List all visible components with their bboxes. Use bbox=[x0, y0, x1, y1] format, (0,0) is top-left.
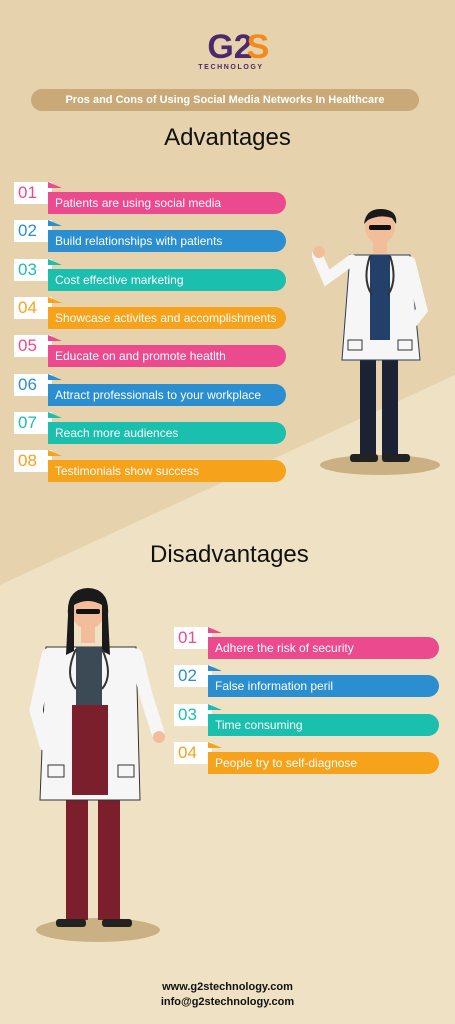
advantages-item-number: 06 bbox=[14, 373, 52, 396]
advantages-item-number: 07 bbox=[14, 411, 52, 434]
g2s-logo: G2 S bbox=[207, 28, 270, 66]
advantages-item-label: Educate on and promote heatlth bbox=[48, 345, 286, 368]
advantages-item-label: Reach more audiences bbox=[48, 421, 286, 444]
advantages-item-flag bbox=[48, 220, 62, 227]
advantages-item-flag bbox=[48, 182, 62, 188]
logo-tagline: TECHNOLOGY bbox=[198, 64, 264, 71]
disadvantages-item-02: 02 False information peril bbox=[174, 665, 439, 698]
advantages-item-number: 03 bbox=[14, 258, 52, 281]
disadvantages-item-number: 03 bbox=[174, 703, 212, 726]
advantages-item-01: 01 Patients are using social media bbox=[14, 182, 286, 214]
advantages-item-03: 03 Cost effective marketing bbox=[14, 258, 286, 291]
disadvantages-item-number: 04 bbox=[174, 741, 212, 764]
advantages-item-07: 07 Reach more audiences bbox=[14, 411, 286, 444]
disadvantages-item-number: 01 bbox=[174, 627, 212, 649]
advantages-item-label: Build relationships with patients bbox=[48, 230, 286, 253]
disadvantages-item-04: 04 People try to self-diagnose bbox=[174, 741, 439, 774]
disadvantages-item-label: Time consuming bbox=[208, 713, 439, 736]
advantages-item-02: 02 Build relationships with patients bbox=[14, 220, 286, 253]
disadvantages-item-number: 02 bbox=[174, 665, 212, 688]
disadvantages-item-01: 01 Adhere the risk of security bbox=[174, 627, 439, 659]
advantages-item-label: Cost effective marketing bbox=[48, 268, 286, 291]
svg-text:S: S bbox=[247, 28, 270, 66]
advantages-item-08: 08 Testimonials show success bbox=[14, 450, 286, 483]
disadvantages-item-label: Adhere the risk of security bbox=[208, 637, 439, 659]
advantages-heading: Advantages bbox=[164, 124, 291, 151]
advantages-item-number: 01 bbox=[14, 182, 52, 204]
advantages-item-label: Showcase activites and accomplishments bbox=[48, 306, 286, 329]
advantages-item-flag bbox=[48, 296, 62, 303]
footer-website[interactable]: www.g2stechnology.com bbox=[162, 981, 293, 993]
disadvantages-item-flag bbox=[208, 665, 222, 672]
advantages-item-flag bbox=[48, 258, 62, 265]
advantages-item-number: 08 bbox=[14, 450, 52, 473]
male-doctor-illustration bbox=[312, 208, 440, 475]
advantages-item-05: 05 Educate on and promote heatlth bbox=[14, 335, 286, 368]
advantages-item-number: 05 bbox=[14, 335, 52, 358]
footer-email[interactable]: info@g2stechnology.com bbox=[160, 996, 295, 1008]
disadvantages-item-flag bbox=[208, 627, 222, 633]
svg-text:G2: G2 bbox=[207, 28, 252, 66]
advantages-item-flag bbox=[48, 373, 62, 380]
advantages-item-flag bbox=[48, 450, 62, 457]
advantages-item-06: 06 Attract professionals to your workplac… bbox=[14, 373, 286, 406]
disadvantages-item-flag bbox=[208, 703, 222, 710]
advantages-item-number: 02 bbox=[14, 220, 52, 243]
disadvantages-item-label: People try to self-diagnose bbox=[208, 751, 439, 774]
page-title: Pros and Cons of Using Social Media Netw… bbox=[31, 89, 419, 111]
female-doctor-illustration bbox=[29, 588, 165, 942]
advantages-item-flag bbox=[48, 411, 62, 418]
disadvantages-item-03: 03 Time consuming bbox=[174, 703, 439, 736]
advantages-item-flag bbox=[48, 335, 62, 342]
advantages-item-label: Attract professionals to your workplace bbox=[48, 383, 286, 406]
disadvantages-heading: Disadvantages bbox=[150, 541, 309, 568]
advantages-item-label: Testimonials show success bbox=[48, 460, 286, 483]
advantages-item-label: Patients are using social media bbox=[48, 192, 286, 214]
disadvantages-item-label: False information peril bbox=[208, 675, 439, 698]
advantages-item-number: 04 bbox=[14, 296, 52, 319]
advantages-item-04: 04 Showcase activites and accomplishments bbox=[14, 296, 286, 329]
disadvantages-item-flag bbox=[208, 741, 222, 748]
